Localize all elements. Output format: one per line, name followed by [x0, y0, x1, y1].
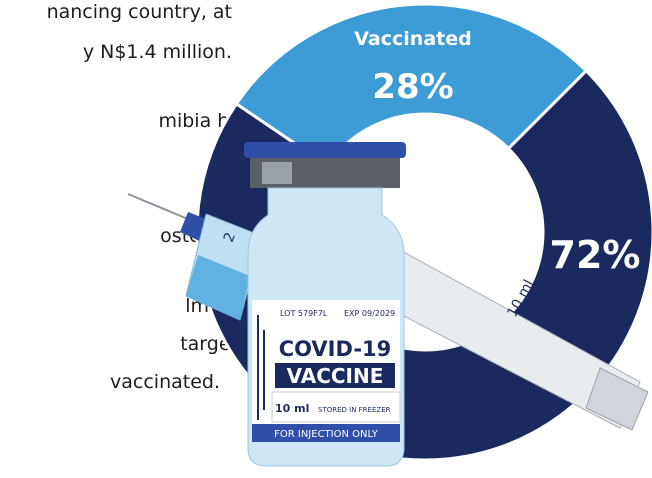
exp: EXP 09/2029 [344, 309, 395, 318]
product-line2: VACCINE [287, 364, 384, 388]
vial-cap [244, 142, 406, 158]
storage: STORED IN FREEZER [318, 406, 391, 414]
value-label: 28% [372, 67, 453, 107]
plunger [585, 367, 649, 431]
lot: LOT 579F7L [280, 309, 328, 318]
text-line: vaccinated. [110, 371, 220, 393]
volume: 10 ml [275, 402, 309, 415]
usage: FOR INJECTION ONLY [274, 429, 379, 440]
label-band [252, 424, 400, 442]
product: COVID-19 [279, 337, 392, 361]
text-line: nancing country, at [47, 1, 232, 23]
label-dark-box [275, 363, 395, 388]
needle [127, 193, 196, 223]
label-box [271, 391, 401, 423]
barcode [257, 315, 265, 420]
text-line: y N$1.4 million. [83, 41, 232, 63]
donut-segment [234, 2, 589, 168]
crimp-highlight [262, 162, 292, 184]
vaccine-illustration: 2 10 ml LOT 579F7L EXP 09/2029 COVID-19 … [127, 142, 649, 467]
value-label: 72% [550, 233, 641, 277]
syringe-liquid [186, 255, 250, 320]
segment-name: Vaccinated [354, 28, 471, 50]
